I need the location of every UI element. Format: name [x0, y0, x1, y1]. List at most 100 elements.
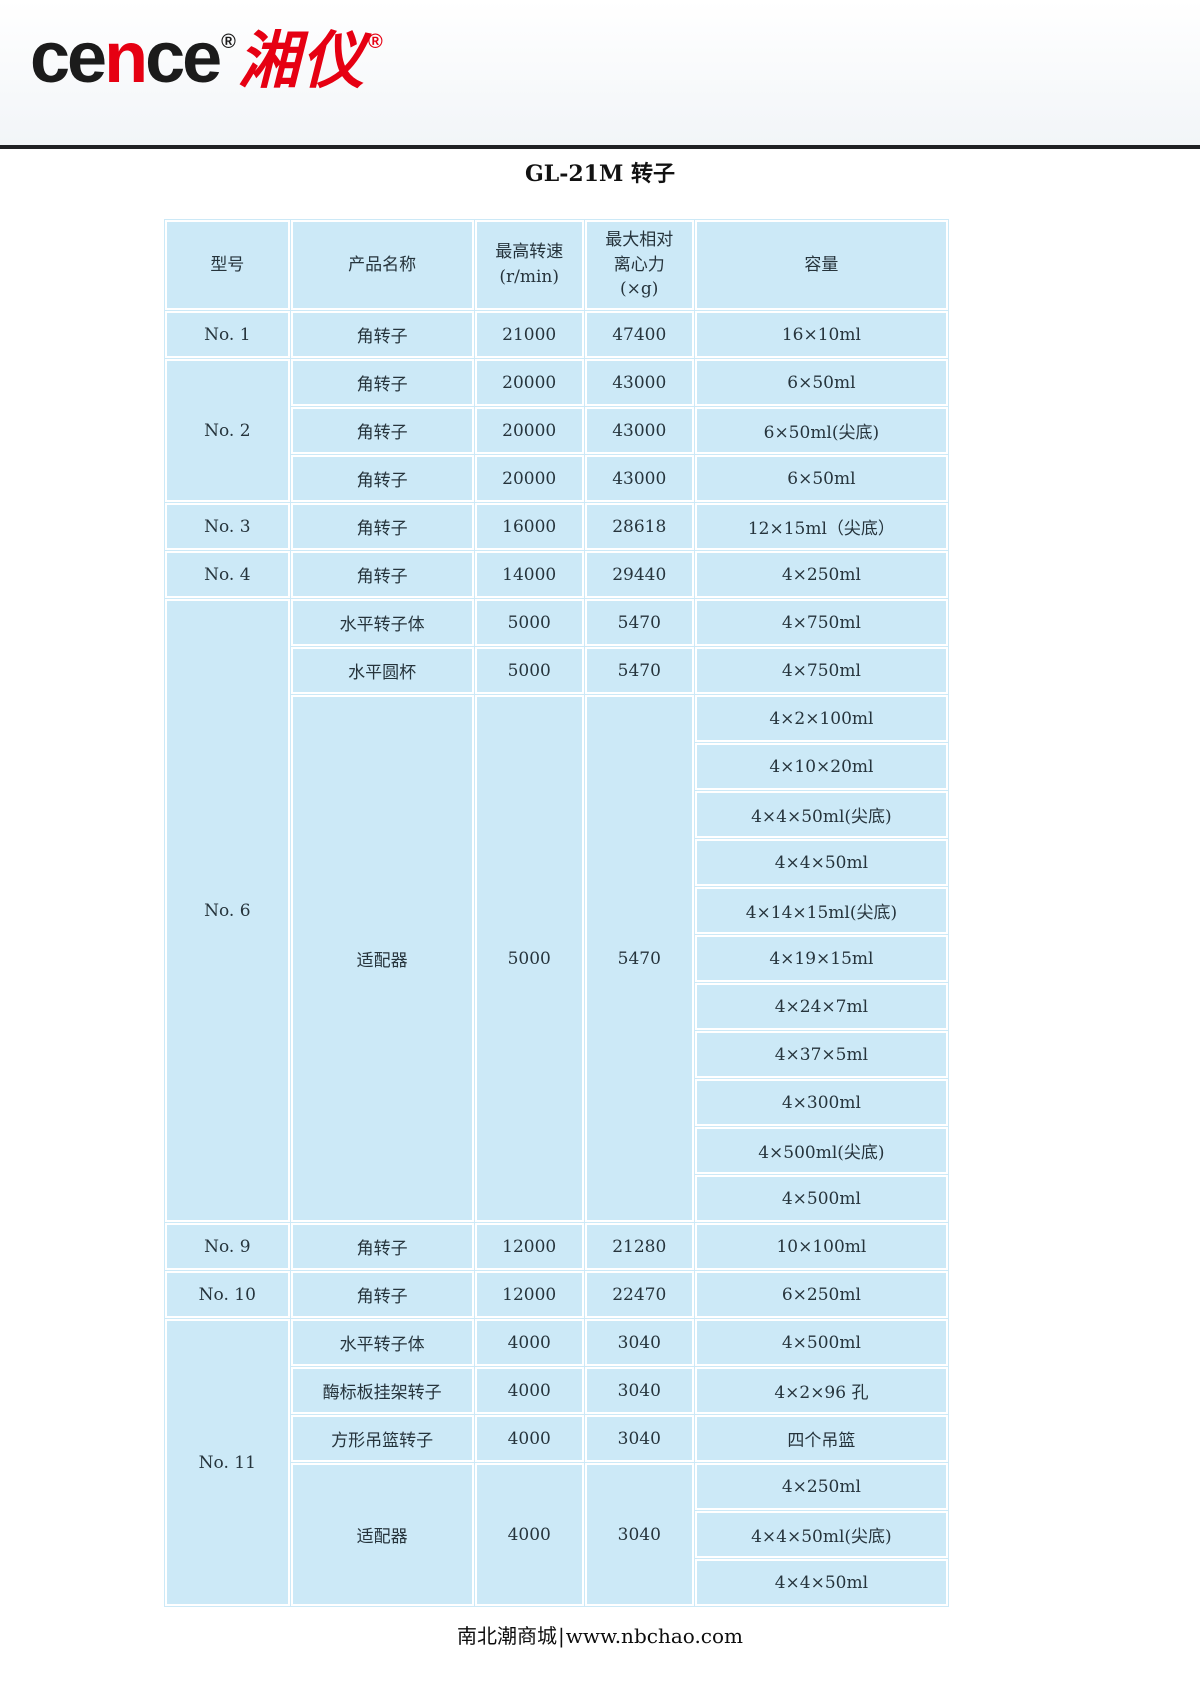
table-row: No. 6 水平转子体 5000 5470 4×750ml	[165, 599, 948, 1222]
col-header-product-name: 产品名称	[290, 220, 474, 310]
table-row: 4×24×7ml	[165, 983, 948, 1030]
product-name-cell: 角转子	[290, 407, 474, 454]
max-rcf-cell: 43000	[584, 359, 694, 406]
product-name-cell: 角转子	[290, 359, 474, 406]
max-speed-cell: 4000	[474, 1415, 584, 1462]
table-row: 角转子 20000 43000 6×50ml	[165, 455, 948, 502]
table-row: 4×500ml(尖底)	[165, 1127, 948, 1174]
capacity-cell: 4×2×96 孔	[694, 1367, 948, 1414]
table-row: No. 3 角转子 16000 28618 12×15ml（尖底）	[165, 503, 948, 550]
capacity-cell: 6×50ml	[694, 359, 948, 406]
max-speed-cell: 4000	[474, 1319, 584, 1366]
capacity-cell: 4×500ml	[694, 1319, 948, 1366]
max-rcf-cell: 3040	[584, 1367, 694, 1414]
capacity-cell: 16×10ml	[694, 311, 948, 358]
max-rcf-cell: 22470	[584, 1271, 694, 1318]
capacity-cell: 6×250ml	[694, 1271, 948, 1318]
col-header-capacity: 容量	[694, 220, 948, 310]
product-name-cell: 适配器	[290, 695, 474, 1222]
model-cell: No. 1	[165, 311, 290, 358]
capacity-cell: 4×4×50ml	[694, 1559, 948, 1606]
product-name-cell: 角转子	[290, 311, 474, 358]
page-header: cence ®湘仪 ®	[0, 0, 1200, 145]
capacity-cell: 4×750ml	[694, 599, 948, 646]
table-row: 4×300ml	[165, 1079, 948, 1126]
footer-separator: |	[557, 1624, 565, 1648]
cence-part-mid: n	[104, 18, 148, 98]
table-row: 4×37×5ml	[165, 1031, 948, 1078]
max-speed-cell: 20000	[474, 455, 584, 502]
product-name-cell: 角转子	[290, 503, 474, 550]
max-rcf-cell: 43000	[584, 455, 694, 502]
max-speed-cell: 14000	[474, 551, 584, 598]
xiangyi-wordmark: 湘仪	[237, 24, 366, 97]
max-speed-cell: 12000	[474, 1271, 584, 1318]
table-row: 水平圆杯 5000 5470 4×750ml	[165, 647, 948, 694]
max-rcf-cell: 3040	[584, 1319, 694, 1366]
capacity-cell: 10×100ml	[694, 1223, 948, 1270]
max-speed-cell: 5000	[474, 647, 584, 694]
capacity-cell: 4×14×15ml(尖底)	[694, 887, 948, 934]
product-name-cell: 角转子	[290, 551, 474, 598]
model-cell: No. 9	[165, 1223, 290, 1270]
capacity-cell: 4×250ml	[694, 1463, 948, 1510]
product-name-cell: 角转子	[290, 455, 474, 502]
header-divider	[0, 145, 1200, 149]
max-speed-cell: 5000	[474, 599, 584, 646]
capacity-cell: 4×4×50ml	[694, 839, 948, 886]
table-row: No. 10 角转子 12000 22470 6×250ml	[165, 1271, 948, 1318]
table-row: 角转子 20000 43000 6×50ml(尖底)	[165, 407, 948, 454]
capacity-cell: 4×19×15ml	[694, 935, 948, 982]
capacity-cell: 4×4×50ml(尖底)	[694, 791, 948, 838]
model-cell: No. 10	[165, 1271, 290, 1318]
cence-wordmark: cence	[30, 18, 222, 98]
max-rcf-cell: 5470	[584, 647, 694, 694]
table-row: No. 11 水平转子体 4000 3040 4×500ml	[165, 1319, 948, 1606]
table-row: 4×19×15ml	[165, 935, 948, 982]
product-name-cell: 角转子	[290, 1223, 474, 1270]
capacity-cell: 4×250ml	[694, 551, 948, 598]
capacity-cell: 4×2×100ml	[694, 695, 948, 742]
capacity-cell: 4×500ml(尖底)	[694, 1127, 948, 1174]
capacity-cell: 12×15ml（尖底）	[694, 503, 948, 550]
max-speed-cell: 4000	[474, 1463, 584, 1606]
table-row: 4×4×50ml(尖底)	[165, 791, 948, 838]
table-row: 4×4×50ml	[165, 1559, 948, 1606]
table-row: 适配器 5000 5470 4×2×100ml	[165, 695, 948, 1222]
model-cell: No. 6	[165, 599, 290, 1222]
product-name-cell: 水平转子体	[290, 1319, 474, 1366]
capacity-cell: 4×300ml	[694, 1079, 948, 1126]
table-row: No. 1 角转子 21000 47400 16×10ml	[165, 311, 948, 358]
table-row: No. 9 角转子 12000 21280 10×100ml	[165, 1223, 948, 1270]
capacity-cell: 4×4×50ml(尖底)	[694, 1511, 948, 1558]
table-row: 适配器 4000 3040 4×250ml	[165, 1463, 948, 1606]
max-speed-cell: 5000	[474, 695, 584, 1222]
max-speed-cell: 20000	[474, 359, 584, 406]
cence-part-right: ce	[145, 18, 222, 98]
capacity-cell: 4×500ml	[694, 1175, 948, 1222]
table-row: No. 2 角转子 20000 43000 6×50ml	[165, 359, 948, 502]
capacity-cell: 四个吊篮	[694, 1415, 948, 1462]
max-speed-cell: 21000	[474, 311, 584, 358]
product-name-cell: 适配器	[290, 1463, 474, 1606]
max-speed-cell: 4000	[474, 1367, 584, 1414]
col-header-max-rcf: 最大相对 离心力 (×g)	[584, 220, 694, 310]
table-row: 4×14×15ml(尖底)	[165, 887, 948, 934]
table-row: 酶标板挂架转子 4000 3040 4×2×96 孔	[165, 1367, 948, 1414]
registered-trademark-icon: ®	[221, 31, 236, 53]
max-rcf-cell: 5470	[584, 695, 694, 1222]
model-cell: No. 2	[165, 359, 290, 502]
capacity-cell: 6×50ml(尖底)	[694, 407, 948, 454]
capacity-cell: 4×750ml	[694, 647, 948, 694]
max-rcf-cell: 29440	[584, 551, 694, 598]
registered-trademark-icon: ®	[367, 31, 383, 53]
table-row: 4×500ml	[165, 1175, 948, 1222]
max-rcf-cell: 3040	[584, 1415, 694, 1462]
model-cell: No. 11	[165, 1319, 290, 1606]
max-speed-cell: 16000	[474, 503, 584, 550]
product-name-cell: 水平转子体	[290, 599, 474, 646]
max-rcf-cell: 28618	[584, 503, 694, 550]
cence-part-left: ce	[30, 18, 107, 98]
max-rcf-cell: 5470	[584, 599, 694, 646]
